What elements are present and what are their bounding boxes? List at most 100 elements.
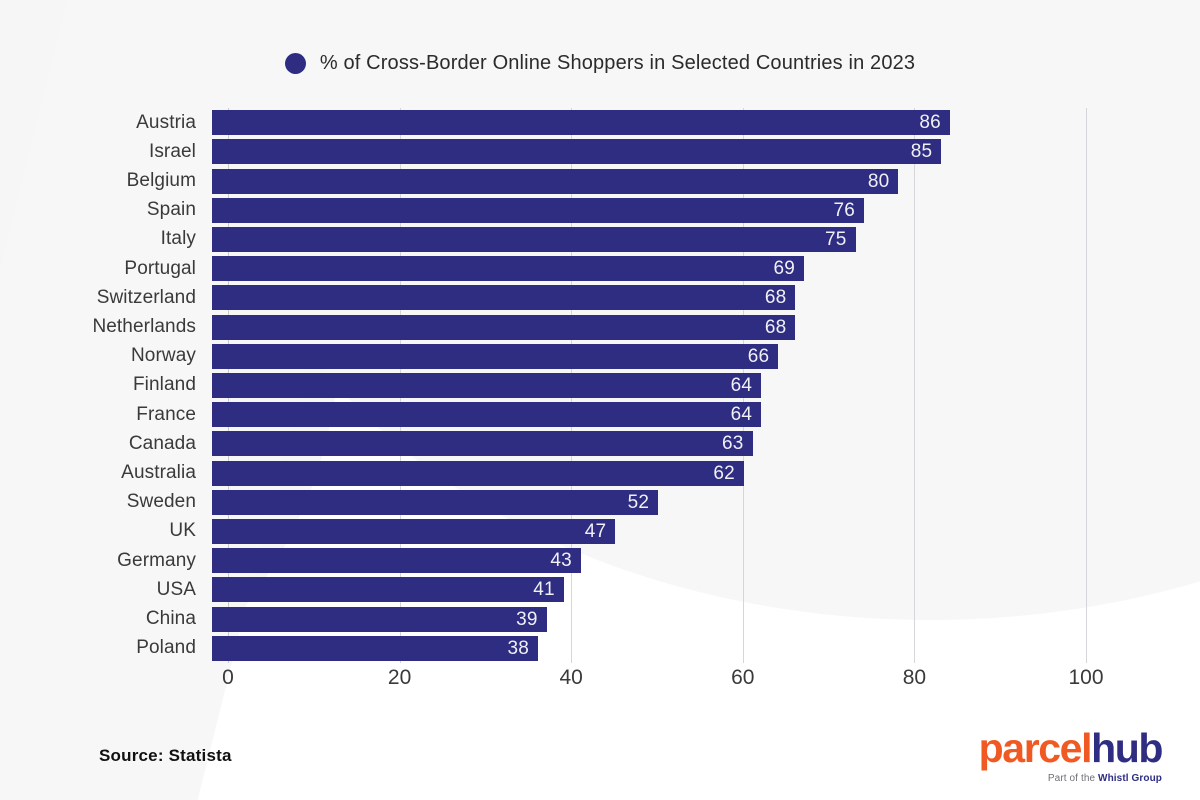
logo-tagline-brand: Whistl Group [1098, 773, 1162, 784]
bar[interactable]: 41 [212, 577, 564, 603]
category-label: Norway [130, 345, 196, 367]
x-tick-label: 0 [222, 666, 234, 689]
bar-track: 69 [212, 256, 1200, 282]
bar[interactable]: 85 [212, 139, 942, 165]
bar-track: 52 [212, 489, 1200, 515]
x-tick-label: 20 [387, 666, 412, 689]
logo-part-parcel: parcel [978, 725, 1093, 771]
bar-value-label: 52 [627, 491, 650, 513]
bar-chart: Austria 86 Israel 85 Belgium 80 Spain 76 Italy 75… [0, 100, 1200, 700]
bar-value-label: 66 [747, 345, 770, 367]
chart-row: Sweden 52 [0, 488, 1200, 517]
x-axis: 0 20 40 60 80 100 [222, 666, 1103, 706]
bar[interactable]: 80 [212, 168, 899, 194]
chart-row: Australia 62 [0, 458, 1200, 487]
bar[interactable]: 66 [212, 343, 779, 369]
category-label: Poland [136, 637, 196, 659]
bar-track: 39 [212, 606, 1200, 632]
bar-track: 43 [212, 548, 1200, 574]
chart-rows: Austria 86 Israel 85 Belgium 80 Spain 76 Italy 75… [0, 108, 1200, 663]
bar[interactable]: 69 [212, 256, 805, 282]
bar-track: 66 [212, 343, 1200, 369]
chart-row: Canada 63 [0, 429, 1200, 458]
category-label: China [145, 608, 196, 630]
chart-row: Netherlands 68 [0, 312, 1200, 341]
bar[interactable]: 39 [212, 606, 547, 632]
bar[interactable]: 43 [212, 548, 581, 574]
category-label: Australia [121, 462, 196, 484]
bar-value-label: 64 [730, 374, 753, 396]
bar[interactable]: 68 [212, 285, 796, 311]
chart-row: Austria 86 [0, 108, 1200, 137]
bar[interactable]: 68 [212, 314, 796, 340]
chart-row: Belgium 80 [0, 166, 1200, 195]
bar-value-label: 63 [721, 433, 744, 455]
bar-track: 86 [212, 110, 1200, 136]
bar-value-label: 64 [730, 404, 753, 426]
chart-row: USA 41 [0, 575, 1200, 604]
bar[interactable]: 86 [212, 110, 950, 136]
bar-track: 68 [212, 285, 1200, 311]
bar-value-label: 76 [833, 199, 856, 221]
parcelhub-logo: parcelhub Part of the Whistl Group [978, 725, 1164, 784]
bar[interactable]: 75 [212, 226, 856, 252]
category-label: Israel [148, 140, 196, 162]
legend-dot-icon [284, 53, 306, 74]
category-label: France [136, 403, 196, 425]
chart-row: Switzerland 68 [0, 283, 1200, 312]
x-tick-label: 80 [902, 666, 927, 689]
category-label: UK [169, 520, 196, 542]
bar-value-label: 47 [584, 520, 607, 542]
bar-value-label: 62 [713, 462, 735, 484]
category-label: Netherlands [92, 316, 196, 338]
bar-value-label: 75 [824, 228, 847, 250]
bar-track: 62 [212, 460, 1200, 486]
x-tick-label: 100 [1068, 666, 1104, 689]
bar[interactable]: 76 [212, 197, 865, 223]
bar-value-label: 69 [773, 258, 796, 280]
chart-row: Poland 38 [0, 634, 1200, 663]
bar-value-label: 85 [910, 141, 933, 163]
chart-row: China 39 [0, 604, 1200, 633]
bar-track: 80 [212, 168, 1200, 194]
chart-row: Spain 76 [0, 196, 1200, 225]
bar-track: 63 [212, 431, 1200, 457]
bar-track: 64 [212, 402, 1200, 428]
bar[interactable]: 62 [212, 460, 744, 486]
category-label: Portugal [124, 257, 196, 279]
chart-row: Germany 43 [0, 546, 1200, 575]
bar-value-label: 80 [867, 170, 890, 192]
category-label: Germany [117, 549, 196, 571]
bar-track: 64 [212, 372, 1200, 398]
bar-value-label: 86 [919, 112, 941, 134]
bar-value-label: 38 [507, 637, 530, 659]
category-label: Austria [136, 111, 196, 133]
bar[interactable]: 64 [212, 372, 762, 398]
category-label: USA [156, 578, 196, 600]
category-label: Switzerland [96, 286, 196, 308]
category-label: Italy [160, 228, 196, 250]
x-tick-label: 40 [559, 666, 583, 689]
category-label: Sweden [126, 491, 196, 513]
bar[interactable]: 63 [212, 431, 753, 457]
bar[interactable]: 64 [212, 402, 762, 428]
chart-row: Portugal 69 [0, 254, 1200, 283]
chart-title: % of Cross-Border Online Shoppers in Sel… [319, 52, 916, 74]
x-tick-label: 60 [731, 666, 755, 689]
bar[interactable]: 38 [212, 635, 539, 661]
bar[interactable]: 47 [212, 518, 616, 544]
logo-wordmark: parcelhub [978, 725, 1164, 771]
chart-row: Norway 66 [0, 342, 1200, 371]
bar[interactable]: 52 [212, 489, 659, 515]
bar-track: 38 [212, 635, 1200, 661]
bar-value-label: 39 [516, 608, 538, 630]
bar-value-label: 68 [764, 287, 787, 309]
bar-track: 41 [212, 577, 1200, 603]
chart-row: Israel 85 [0, 137, 1200, 166]
category-label: Finland [132, 374, 196, 396]
logo-part-hub: hub [1091, 725, 1163, 771]
chart-row: UK 47 [0, 517, 1200, 546]
bar-track: 75 [212, 226, 1200, 252]
logo-tagline-prefix: Part of the [1047, 773, 1099, 784]
